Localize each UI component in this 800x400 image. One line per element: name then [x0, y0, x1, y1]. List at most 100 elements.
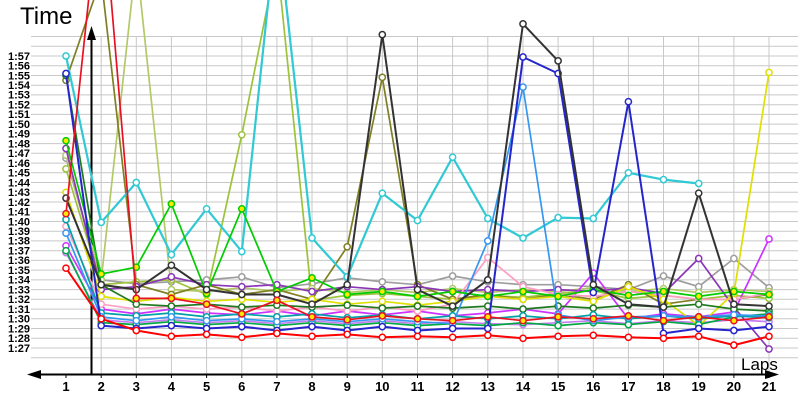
svg-text:1:38: 1:38 — [8, 236, 30, 248]
svg-text:1:36: 1:36 — [8, 255, 30, 267]
svg-text:18: 18 — [656, 379, 670, 394]
svg-text:1: 1 — [62, 379, 69, 394]
lap-point — [765, 345, 773, 353]
lap-point — [589, 314, 598, 323]
lap-point — [343, 315, 352, 324]
lap-point — [132, 178, 141, 187]
svg-text:1:44: 1:44 — [8, 177, 31, 189]
lap-point — [167, 273, 176, 281]
lap-point — [237, 204, 246, 213]
lap-point — [97, 321, 106, 330]
svg-text:9: 9 — [344, 379, 351, 394]
lap-point — [730, 300, 738, 309]
lap-point — [694, 324, 703, 333]
lap-point — [659, 334, 668, 343]
lap-point — [519, 295, 527, 304]
lap-point — [62, 69, 70, 78]
lap-point — [413, 292, 422, 301]
lap-point — [273, 317, 281, 326]
x-axis-title: Laps — [741, 355, 778, 374]
lap-point — [308, 332, 316, 341]
svg-text:14: 14 — [516, 379, 531, 394]
svg-text:1:35: 1:35 — [8, 265, 30, 277]
svg-text:19: 19 — [691, 379, 705, 394]
lap-point — [694, 189, 703, 198]
lap-point — [519, 305, 527, 313]
lap-point — [448, 272, 457, 280]
svg-text:20: 20 — [727, 379, 741, 394]
lap-point — [730, 316, 738, 325]
lap-point — [519, 83, 527, 91]
lap-point — [237, 333, 246, 342]
lap-point — [308, 313, 316, 321]
lap-point — [378, 297, 387, 306]
lap-point — [694, 179, 703, 188]
svg-text:11: 11 — [411, 379, 425, 394]
svg-text:6: 6 — [238, 379, 245, 394]
svg-text:1:41: 1:41 — [8, 207, 30, 219]
y-axis-title: Time — [20, 3, 73, 30]
svg-text:21: 21 — [762, 379, 776, 394]
lap-point — [730, 341, 738, 349]
lap-point — [343, 242, 352, 251]
lap-point — [624, 97, 633, 106]
svg-text:1:52: 1:52 — [8, 100, 30, 112]
lap-point — [624, 291, 633, 300]
lap-point — [62, 264, 70, 273]
lap-point — [132, 294, 141, 303]
svg-text:1:51: 1:51 — [8, 109, 30, 121]
lap-point — [167, 261, 176, 270]
lap-point — [589, 280, 598, 289]
lap-point — [519, 287, 527, 296]
lap-point — [765, 235, 773, 243]
svg-text:1:30: 1:30 — [8, 314, 30, 326]
lap-point — [413, 332, 422, 341]
lap-point — [308, 322, 316, 331]
lap-point — [483, 313, 492, 321]
lap-point — [519, 316, 527, 325]
lap-point — [308, 274, 316, 282]
svg-text:1:43: 1:43 — [8, 187, 30, 199]
lap-point — [237, 273, 246, 281]
lap-point — [62, 136, 70, 145]
lap-point — [483, 324, 492, 333]
lap-point — [589, 288, 598, 297]
lap-point — [624, 168, 633, 177]
lap-point — [448, 316, 457, 325]
lap-point — [694, 313, 703, 321]
lap-point — [273, 296, 281, 305]
lap-point — [167, 321, 176, 330]
lap-point — [343, 301, 352, 310]
lap-point — [624, 333, 633, 342]
svg-text:1:29: 1:29 — [8, 323, 30, 335]
lap-point — [554, 313, 562, 321]
svg-text:2: 2 — [98, 379, 105, 394]
lap-point — [308, 300, 316, 309]
svg-text:3: 3 — [133, 379, 140, 394]
lap-point — [413, 302, 422, 310]
lap-point — [765, 302, 773, 310]
lap-point — [237, 303, 246, 311]
lap-point — [589, 297, 598, 306]
lap-point — [167, 332, 176, 341]
lap-point — [202, 300, 211, 309]
lap-point — [483, 237, 492, 245]
lap-point — [97, 270, 106, 278]
lap-point — [519, 334, 527, 343]
svg-text:1:53: 1:53 — [8, 90, 30, 102]
lap-point — [62, 165, 70, 173]
svg-text:1:33: 1:33 — [8, 284, 30, 296]
lap-point — [378, 73, 387, 82]
lap-point — [448, 302, 457, 310]
lap-point — [554, 57, 562, 65]
svg-text:1:34: 1:34 — [8, 275, 31, 287]
lap-point — [730, 326, 738, 335]
lap-point — [554, 292, 562, 301]
lap-point — [448, 287, 457, 296]
lap-point — [519, 234, 527, 242]
lap-point — [483, 285, 492, 294]
lap-point — [237, 310, 246, 318]
lap-point — [343, 290, 352, 299]
lap-point — [483, 276, 492, 284]
lap-point — [378, 304, 387, 312]
